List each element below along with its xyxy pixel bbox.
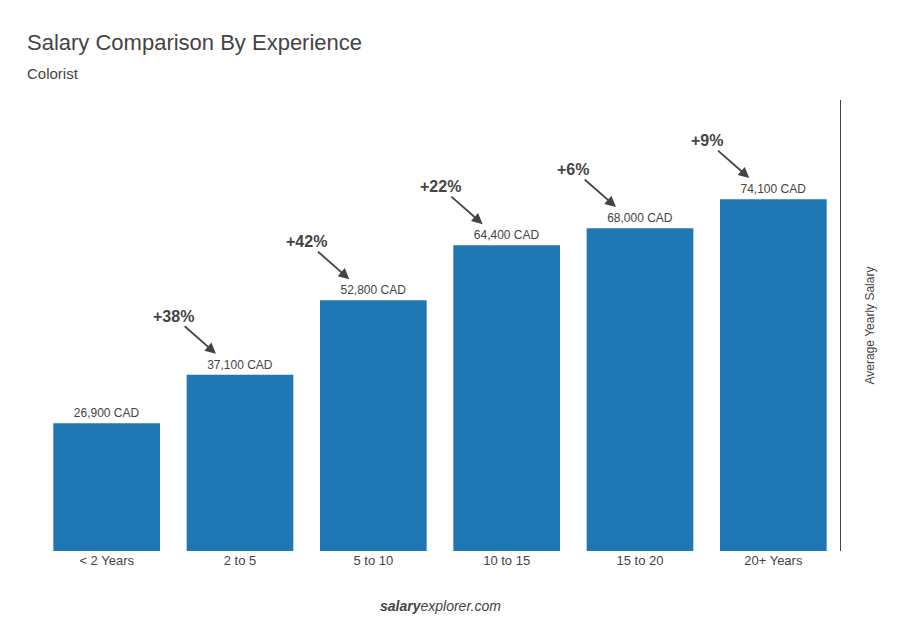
svg-text:+6%: +6% xyxy=(557,161,589,178)
svg-text:10 to 15: 10 to 15 xyxy=(483,553,530,568)
svg-text:< 2 Years: < 2 Years xyxy=(79,553,134,568)
svg-text:5 to 10: 5 to 10 xyxy=(353,553,393,568)
svg-text:+42%: +42% xyxy=(286,233,327,250)
svg-text:+9%: +9% xyxy=(691,132,723,149)
svg-text:+38%: +38% xyxy=(153,308,194,325)
svg-text:15 to 20: 15 to 20 xyxy=(617,553,664,568)
svg-text:salaryexplorer.com: salaryexplorer.com xyxy=(380,598,501,614)
svg-text:20+ Years: 20+ Years xyxy=(744,553,803,568)
svg-text:74,100 CAD: 74,100 CAD xyxy=(740,182,806,196)
svg-text:Salary Comparison By Experienc: Salary Comparison By Experience xyxy=(27,30,362,55)
svg-text:Colorist: Colorist xyxy=(27,65,79,82)
svg-text:68,000 CAD: 68,000 CAD xyxy=(607,211,673,225)
svg-text:37,100 CAD: 37,100 CAD xyxy=(207,358,273,372)
svg-text:26,900 CAD: 26,900 CAD xyxy=(74,406,140,420)
svg-text:52,800 CAD: 52,800 CAD xyxy=(340,283,406,297)
svg-text:64,400 CAD: 64,400 CAD xyxy=(474,228,540,242)
svg-text:+22%: +22% xyxy=(420,178,461,195)
svg-text:Average Yearly Salary: Average Yearly Salary xyxy=(863,267,877,385)
svg-text:2 to 5: 2 to 5 xyxy=(224,553,257,568)
